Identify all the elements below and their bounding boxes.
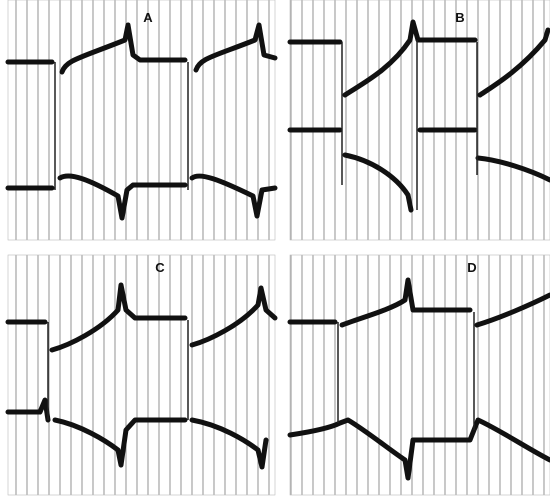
- panel-grid: [8, 0, 275, 240]
- figure: A B C D: [0, 0, 550, 499]
- panel-label: D: [467, 260, 476, 275]
- panel-label: A: [143, 10, 153, 25]
- panel-d: D: [290, 255, 550, 495]
- panel-label: B: [455, 10, 464, 25]
- panel-grid: [290, 255, 550, 495]
- panel-grid: [290, 0, 550, 240]
- page: A B C D (() => { const data = JSON.parse…: [0, 0, 550, 499]
- panel-b: B: [290, 0, 550, 240]
- panel-label: C: [155, 260, 165, 275]
- panel-c: C: [8, 255, 275, 495]
- panel-a: A: [8, 0, 275, 240]
